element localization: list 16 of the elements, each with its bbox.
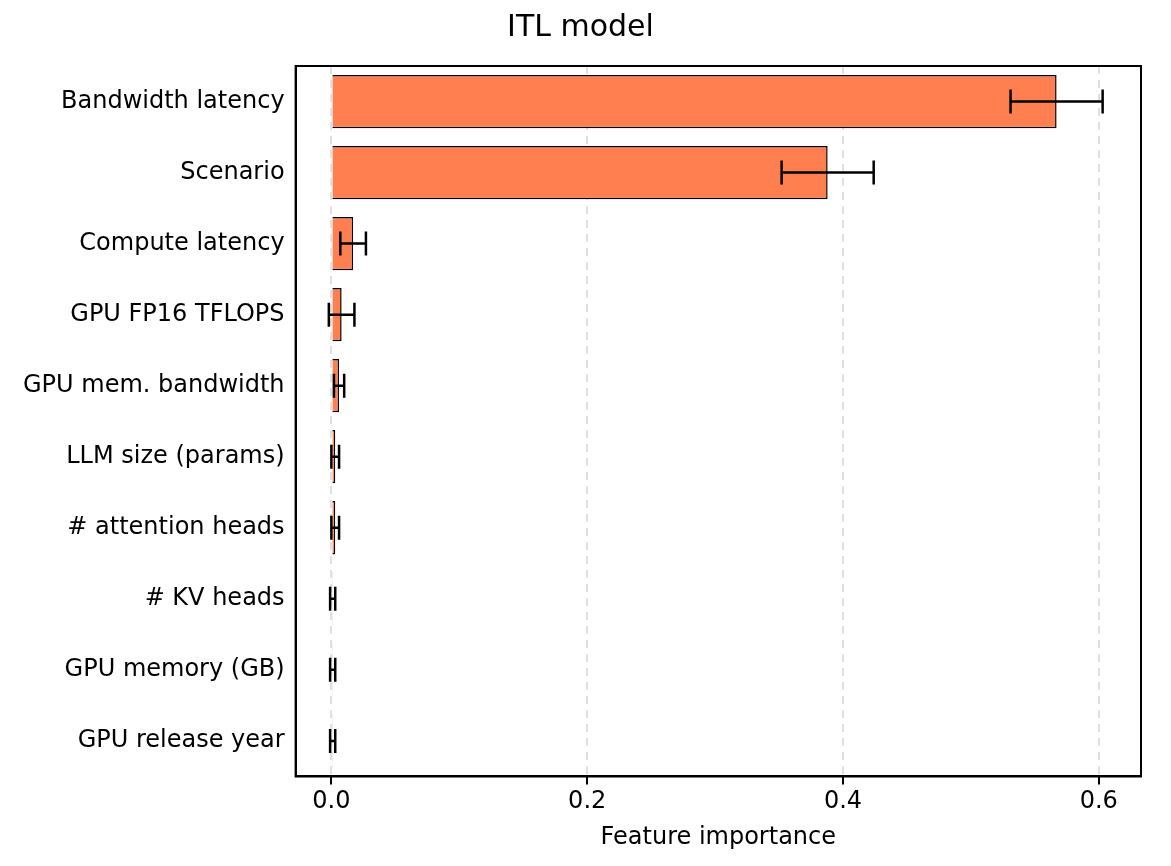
y-tick-label: Compute latency: [79, 227, 285, 256]
y-tick-label: GPU memory (GB): [64, 654, 285, 683]
x-axis-title: Feature importance: [600, 821, 837, 850]
x-tick-label: 0.2: [568, 786, 607, 815]
y-tick-label: Scenario: [180, 156, 285, 185]
y-tick-label: LLM size (params): [66, 440, 285, 469]
y-tick-label: # attention heads: [67, 511, 285, 540]
y-tick-label: GPU FP16 TFLOPS: [70, 298, 285, 327]
y-tick-label: GPU release year: [77, 725, 285, 754]
x-tick-label: 0.4: [823, 786, 863, 815]
x-tick-label: 0.0: [312, 786, 351, 815]
y-tick-label: Bandwidth latency: [61, 85, 285, 114]
y-tick-label: # KV heads: [144, 583, 285, 612]
chart-title: ITL model: [507, 7, 654, 43]
y-tick-label: GPU mem. bandwidth: [22, 369, 285, 398]
x-tick-label: 0.6: [1079, 786, 1118, 815]
